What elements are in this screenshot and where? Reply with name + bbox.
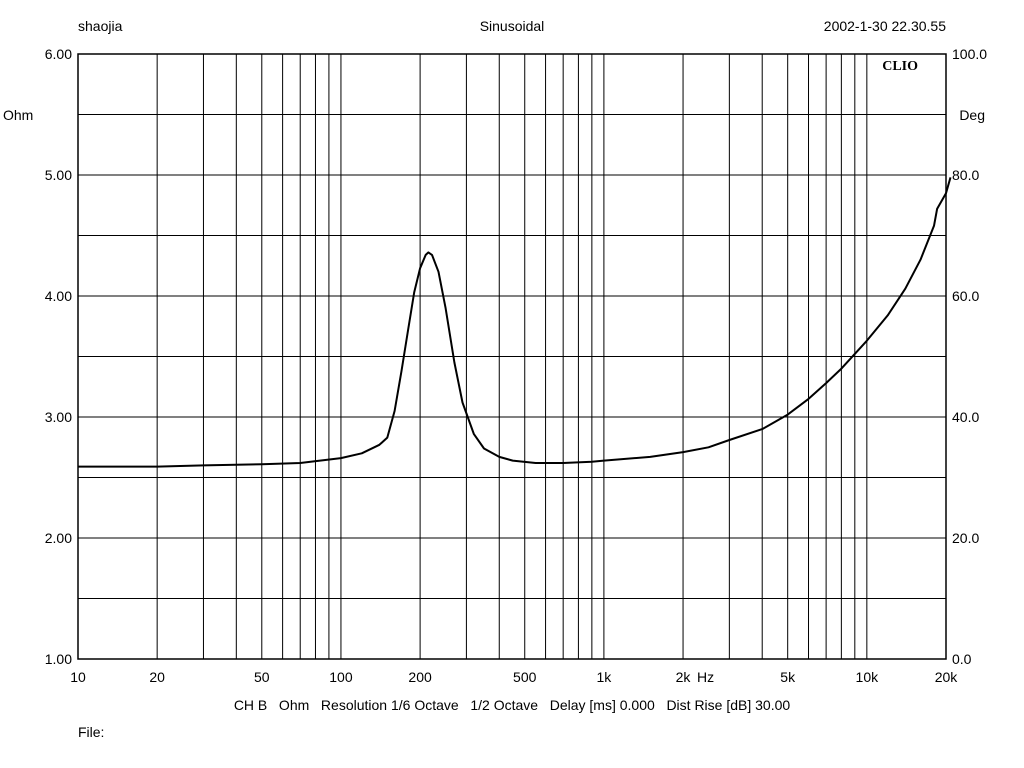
x-tick-label: 10 [70,669,86,685]
measurement-settings: CH B Ohm Resolution 1/6 Octave 1/2 Octav… [233,697,791,713]
y-left-tick-label: 2.00 [45,530,72,546]
impedance-curve [78,177,952,468]
x-tick-label: 2k [676,669,692,685]
y-left-tick-label: 6.00 [45,46,72,62]
x-axis-unit: Hz [697,669,714,685]
y-right-unit: Deg [959,107,985,123]
x-tick-label: 5k [780,669,796,685]
x-tick-label: 20k [935,669,959,685]
file-label: File: [78,724,105,740]
header-timestamp: 2002-1-30 22.30.55 [823,18,946,34]
header-title: Sinusoidal [479,18,545,34]
y-right-tick-label: 0.0 [952,651,972,667]
y-left-tick-label: 5.00 [45,167,72,183]
x-tick-label: 100 [329,669,353,685]
x-tick-label: 10k [856,669,880,685]
y-left-axis-ticks: 1.00 2.00 3.00 4.00 5.00 6.00 [45,46,72,667]
grid [78,54,946,659]
x-tick-label: 1k [596,669,612,685]
x-axis-ticks: 10 20 50 100 200 500 1k 2k 5k 10k 20k [70,669,958,685]
plot-frame [77,53,947,660]
y-left-tick-label: 1.00 [45,651,72,667]
y-left-tick-label: 4.00 [45,288,72,304]
y-right-tick-label: 20.0 [952,530,979,546]
curve-layer [78,177,952,468]
y-left-unit: Ohm [3,107,33,123]
x-tick-label: 20 [149,669,165,685]
y-right-tick-label: 100.0 [952,46,987,62]
clio-logo: CLIO [882,59,918,74]
y-right-tick-label: 40.0 [952,409,979,425]
header-user: shaojia [78,18,123,34]
x-tick-label: 500 [513,669,537,685]
x-tick-label: 50 [254,669,270,685]
y-right-tick-label: 80.0 [952,167,979,183]
y-right-tick-label: 60.0 [952,288,979,304]
y-left-tick-label: 3.00 [45,409,72,425]
x-tick-label: 200 [408,669,432,685]
y-right-axis-ticks: 0.0 20.0 40.0 60.0 80.0 100.0 [952,46,987,667]
